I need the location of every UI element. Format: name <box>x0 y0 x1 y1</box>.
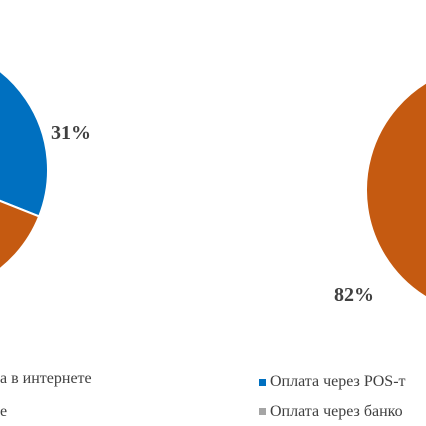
legend-label-internet: а в интернете <box>0 370 92 387</box>
legend-swatch-pos-terminal <box>259 379 266 386</box>
legend-label-pos-terminal: Оплата через POS-т <box>270 373 406 390</box>
right-legend: Оплата через POS-т Оплата через банко <box>259 373 406 420</box>
left-legend: а в интернете е <box>0 370 92 420</box>
legend-label-bank-card: Оплата через банко <box>270 403 403 420</box>
right-pie: 82% <box>334 81 426 306</box>
data-label-31: 31% <box>51 122 91 144</box>
pie-slice-other <box>0 199 41 271</box>
left-pie: 31% <box>0 69 91 271</box>
data-label-82: 82% <box>334 284 374 306</box>
pie-slice-pos-terminal <box>365 81 426 299</box>
legend-swatch-bank-card <box>259 408 266 415</box>
pie-slice-online-payment <box>0 69 49 218</box>
legend-label-other: е <box>0 403 7 420</box>
